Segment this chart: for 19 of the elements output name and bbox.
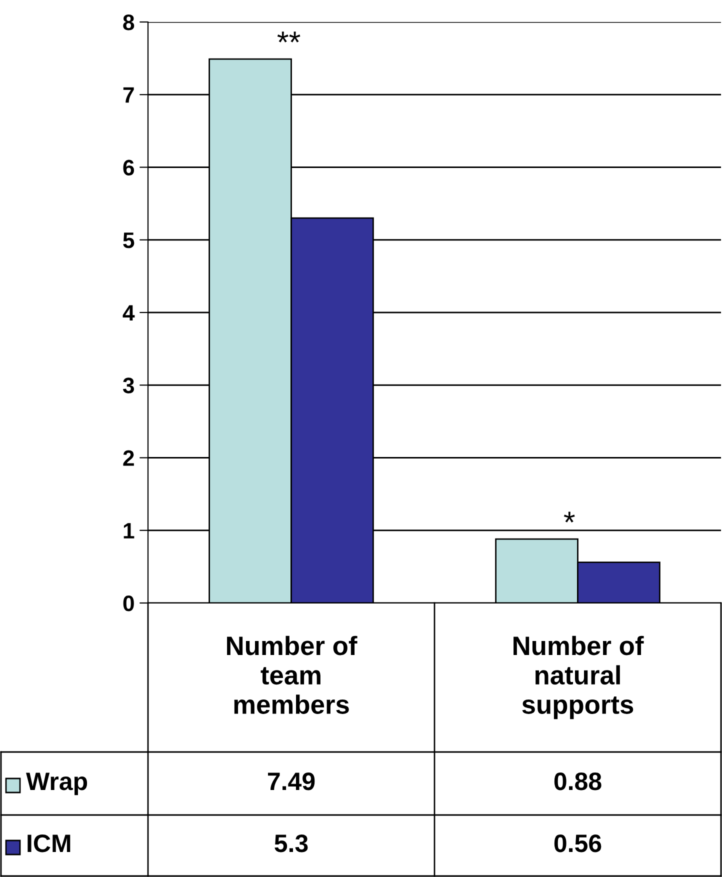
annotation: **: [277, 32, 300, 42]
y-tick-label: 6: [123, 160, 134, 176]
y-tick-label: 5: [123, 232, 134, 248]
y-tick-label: 1: [124, 523, 134, 538]
legend-label: ICM: [28, 834, 70, 852]
y-tick-label: 7: [123, 87, 134, 103]
data-label: 0.56: [554, 834, 602, 852]
y-tick-label: 2: [123, 450, 134, 466]
y-tick-label: 4: [122, 305, 135, 321]
data-label: 7.49: [268, 772, 315, 790]
x-tick-label: Number of natural supports: [514, 636, 644, 720]
y-tick-label: 3: [122, 378, 134, 394]
x-tick-label: Number of team members: [227, 636, 358, 714]
legend-label: Wrap: [26, 772, 88, 796]
annotation: *: [564, 512, 575, 522]
y-tick-label: 8: [123, 14, 134, 30]
data-label: 5.3: [274, 834, 308, 852]
data-label: 0.88: [554, 772, 602, 790]
y-tick-label: 0: [123, 596, 134, 612]
